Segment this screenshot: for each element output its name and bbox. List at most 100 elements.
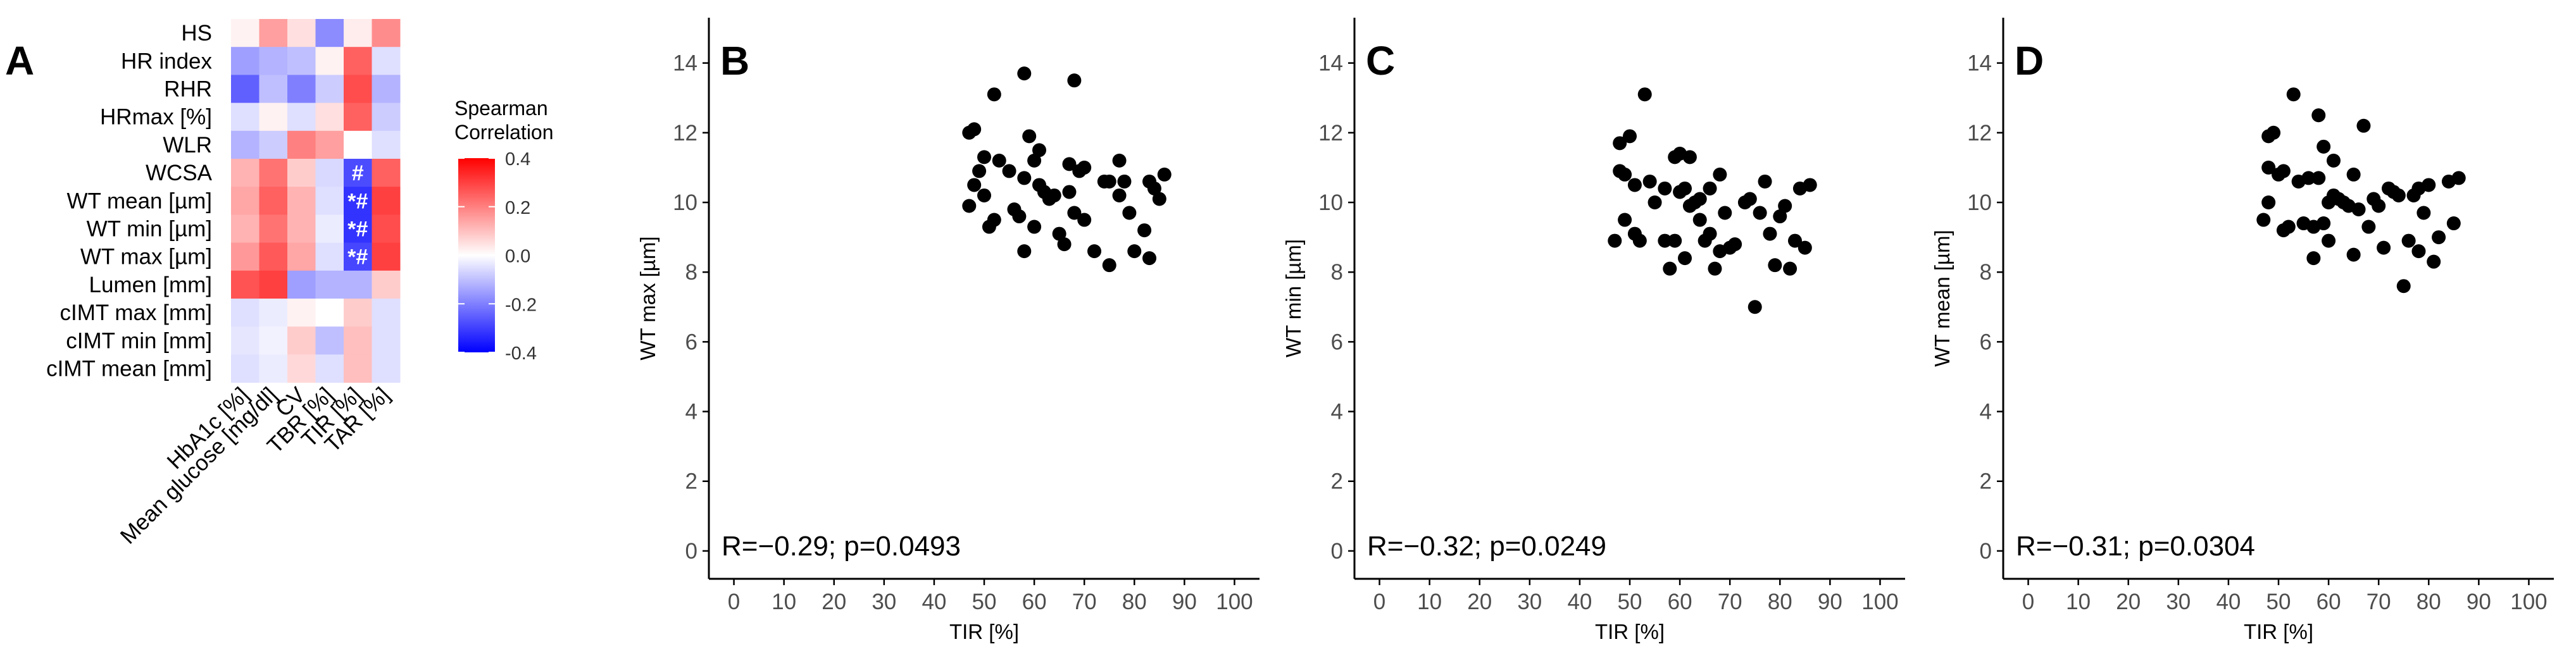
- x-tick-label: 50: [972, 590, 997, 614]
- data-point: [2427, 254, 2441, 269]
- y-tick-label: 2: [1980, 469, 1992, 494]
- heatmap-cell: [344, 159, 372, 187]
- correlation-annotation: R=−0.32; p=0.0249: [1367, 531, 1606, 562]
- data-point: [2311, 171, 2326, 185]
- heatmap-row-label: WT min [µm]: [87, 217, 212, 242]
- heatmap-cell: [231, 214, 259, 244]
- heatmap-cell: [231, 19, 259, 47]
- x-tick-label: 90: [2467, 590, 2491, 614]
- y-axis-label: WT mean [µm]: [1930, 230, 1954, 366]
- data-point: [1627, 178, 1642, 192]
- heatmap-cell: [231, 130, 259, 159]
- heatmap-cell: [372, 75, 401, 104]
- data-point: [1783, 261, 1798, 276]
- heatmap-cell: [344, 214, 372, 244]
- heatmap-cell: [315, 354, 344, 383]
- data-point: [1087, 244, 1101, 259]
- heatmap-cell: [287, 130, 316, 159]
- y-tick-label: 6: [685, 330, 697, 354]
- legend-tick-label: -0.4: [505, 343, 537, 364]
- heatmap-cell: [372, 19, 401, 47]
- heatmap-cell: [372, 242, 401, 271]
- heatmap-cell: [344, 130, 372, 159]
- y-tick-label: 14: [673, 51, 697, 76]
- data-point: [1728, 237, 1742, 252]
- heatmap-row-label: cIMT min [mm]: [66, 328, 212, 353]
- heatmap-cell: [315, 326, 344, 355]
- data-point: [1017, 66, 1032, 81]
- x-tick-label: 60: [1668, 590, 1692, 614]
- heatmap-annotation: #: [352, 161, 364, 185]
- heatmap-cell: [315, 270, 344, 299]
- heatmap-cell: [372, 102, 401, 132]
- x-tick-label: 100: [1861, 590, 1898, 614]
- y-axis-label: WT max [µm]: [636, 236, 660, 360]
- heatmap-row-label: HR index: [121, 49, 212, 73]
- data-point: [1122, 206, 1137, 220]
- legend-tick-label: 0.4: [505, 149, 530, 170]
- data-point: [1742, 192, 1757, 206]
- heatmap-cell: [344, 326, 372, 355]
- x-tick-label: 80: [2417, 590, 2441, 614]
- data-point: [1658, 233, 1672, 248]
- heatmap-cell: [259, 102, 288, 132]
- data-point: [2261, 195, 2276, 209]
- data-point: [2396, 279, 2411, 294]
- heatmap-cell: [259, 270, 288, 299]
- heatmap-cell: [231, 159, 259, 187]
- y-tick-label: 0: [1331, 539, 1343, 564]
- data-point: [2317, 139, 2331, 154]
- data-point: [1763, 226, 1777, 241]
- data-point: [992, 153, 1006, 168]
- data-point: [1753, 206, 1767, 220]
- data-point: [962, 199, 977, 213]
- data-point: [1778, 199, 1792, 213]
- heatmap-cell: [287, 242, 316, 271]
- data-point: [1102, 258, 1116, 273]
- data-point: [1002, 164, 1016, 178]
- y-tick-label: 10: [673, 190, 697, 215]
- legend-tick-label: -0.2: [505, 295, 537, 315]
- heatmap-cell: [372, 326, 401, 355]
- heatmap-cell: [231, 242, 259, 271]
- heatmap-cell: [259, 159, 288, 187]
- x-tick-label: 60: [1022, 590, 1047, 614]
- data-point: [1608, 233, 1622, 248]
- y-tick-label: 8: [1331, 260, 1343, 285]
- data-point: [2256, 213, 2271, 227]
- color-legend: Spearman Correlation 0.4 0.2 0.0 -0.2 -0.4: [454, 97, 554, 364]
- x-tick-label: 0: [1373, 590, 1385, 614]
- data-point: [2451, 171, 2466, 185]
- heatmap-row-labels: HS HR index RHR HRmax [%] WLR WCSA WT mean [µm…: [46, 21, 213, 381]
- data-point: [972, 164, 987, 178]
- heatmap-cell: [372, 47, 401, 75]
- data-point: [1047, 188, 1061, 202]
- data-point: [1157, 167, 1172, 182]
- data-point: [2417, 206, 2431, 220]
- scatter-panel-d: 0 2 4 6 8 10 12 14 0 10 20 30 40 50 60 70 80 90 100 TIR [%]…: [1930, 18, 2554, 643]
- heatmap-cell: [259, 187, 288, 215]
- heatmap-annotation: *#: [347, 218, 368, 242]
- y-tick-label: 2: [685, 469, 697, 494]
- heatmap-cell: [315, 242, 344, 271]
- heatmap-cell: [372, 270, 401, 299]
- heatmap-cell: [287, 270, 316, 299]
- heatmap-cell: [231, 326, 259, 355]
- heatmap-cell: [372, 159, 401, 187]
- y-tick-label: 12: [673, 121, 697, 145]
- heatmap-cell: [344, 19, 372, 47]
- heatmap-cell: [259, 130, 288, 159]
- y-tick-label: 6: [1331, 330, 1343, 354]
- heatmap-cell: [287, 102, 316, 132]
- data-point: [1703, 181, 1717, 195]
- x-tick-label: 40: [1567, 590, 1592, 614]
- heatmap-cell: [287, 75, 316, 104]
- heatmap-cell: [372, 354, 401, 383]
- data-point: [1027, 153, 1042, 168]
- x-tick-label: 30: [1517, 590, 1542, 614]
- scatter-panel-c: 0 2 4 6 8 10 12 14 0 10 20 30 40 50 60 70 80 90 100 TIR [%]…: [1282, 18, 1905, 643]
- data-point: [2322, 233, 2336, 248]
- x-tick-label: 90: [1818, 590, 1842, 614]
- data-point: [977, 188, 991, 202]
- data-point: [2286, 87, 2301, 102]
